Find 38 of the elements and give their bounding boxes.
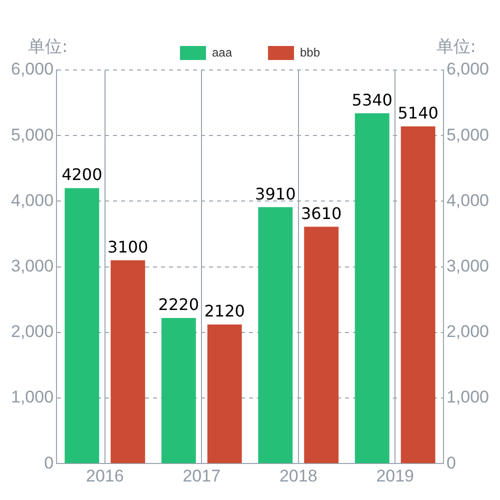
y2-tick-label: 6,000 [446, 60, 490, 79]
y2-axis-title: 单位: [436, 36, 476, 57]
y2-tick-label: 5,000 [446, 125, 490, 144]
data-label: 5340 [352, 90, 392, 110]
x-tick-label: 2016 [86, 466, 124, 486]
data-label: 2220 [158, 295, 200, 314]
bar [110, 260, 146, 464]
y2-tick-label: 4,000 [446, 190, 490, 210]
y-tick-label: 1,000 [10, 388, 54, 407]
y-tick-label: 2,000 [10, 322, 54, 342]
bar [207, 324, 242, 464]
y-tick-label: 0 [44, 453, 54, 472]
y2-tick-label: 1,000 [446, 388, 490, 407]
y-tick-label: 6,000 [10, 60, 54, 79]
legend-label: aaa [212, 45, 232, 60]
bar [161, 318, 196, 464]
data-label: 3100 [108, 237, 148, 256]
bar [400, 126, 436, 464]
y2-tick-label: 3,000 [446, 256, 490, 276]
y-tick-label: 3,000 [10, 256, 54, 276]
x-tick-label: 2019 [376, 466, 414, 486]
bar [64, 188, 100, 464]
legend-label: bbb [300, 45, 320, 60]
data-label: 3610 [300, 204, 342, 223]
y-axis-title: 单位: [28, 36, 68, 57]
data-label: 2120 [204, 302, 245, 321]
data-label: 3910 [255, 184, 296, 204]
y2-tick-label: 2,000 [446, 322, 490, 342]
data-label: 5140 [398, 104, 438, 123]
y2-tick-label: 0 [446, 453, 456, 472]
bar [304, 226, 339, 464]
y-tick-label: 5,000 [10, 125, 54, 144]
x-tick-label: 2018 [279, 466, 318, 486]
bar [258, 207, 293, 464]
y-tick-label: 4,000 [10, 190, 54, 210]
bar [354, 113, 390, 464]
data-label: 4200 [62, 165, 102, 184]
x-tick-label: 2017 [182, 466, 221, 486]
